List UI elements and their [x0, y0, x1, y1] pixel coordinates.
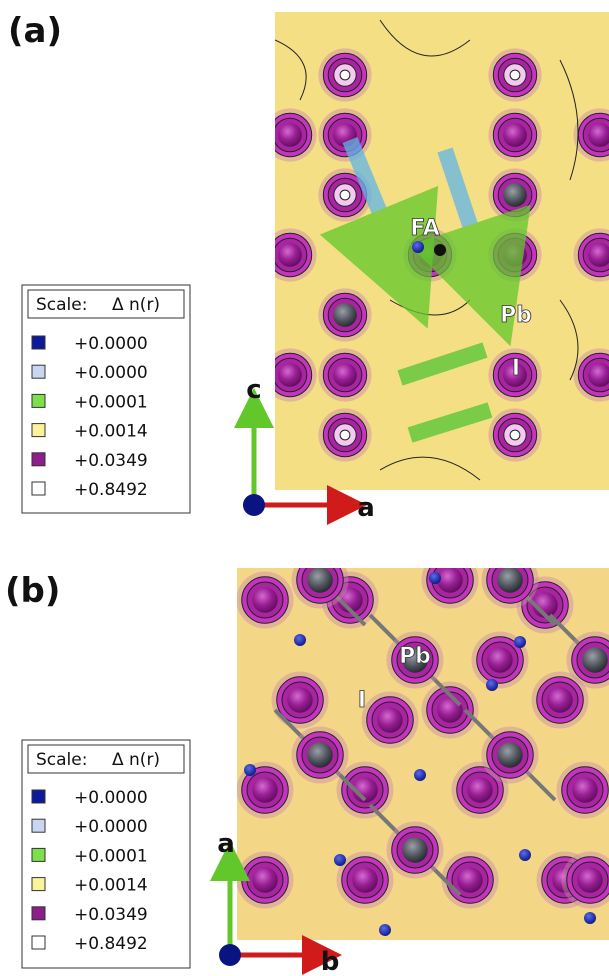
atom	[577, 867, 603, 893]
atom	[457, 867, 483, 893]
atom	[503, 243, 527, 267]
axis-label: a	[217, 829, 235, 859]
legend-swatch	[32, 907, 45, 920]
axis-origin	[219, 944, 241, 966]
molecule	[244, 764, 256, 776]
legend-swatch	[32, 936, 45, 949]
molecule	[519, 849, 531, 861]
legend-value: +0.0000	[74, 334, 148, 354]
legend-quantity: Δ n(r)	[112, 295, 160, 315]
molecule	[412, 241, 424, 253]
legend-value: +0.0349	[74, 905, 148, 925]
contour	[340, 70, 350, 80]
atom	[437, 567, 463, 593]
legend-swatch	[32, 424, 45, 437]
legend-value: +0.0000	[74, 817, 148, 837]
molecule	[294, 634, 306, 646]
atom	[278, 243, 302, 267]
legend-swatch	[32, 790, 45, 803]
axis-label: b	[321, 947, 340, 976]
atom	[333, 303, 357, 327]
atom	[307, 567, 333, 593]
contour	[510, 70, 520, 80]
atom	[252, 587, 278, 613]
atom	[307, 742, 333, 768]
legend-value: +0.0349	[74, 451, 148, 471]
axis-label: c	[246, 375, 261, 405]
density-map	[237, 535, 609, 940]
atom	[503, 123, 527, 147]
legend-title: Scale:	[36, 295, 87, 315]
molecule	[434, 244, 446, 256]
atom-label: I	[512, 356, 520, 381]
molecule	[584, 912, 596, 924]
molecule	[514, 636, 526, 648]
legend-swatch	[32, 365, 45, 378]
molecule	[379, 924, 391, 936]
atom	[497, 567, 523, 593]
atom-label: Pb	[399, 644, 431, 669]
legend-swatch	[32, 336, 45, 349]
atom	[467, 777, 493, 803]
molecule	[429, 572, 441, 584]
figure: (a) Scale: Δ n(r) +0.0000 +0.0000 +0.0001 +0.0…	[0, 0, 609, 976]
density-map	[263, 12, 609, 490]
legend-value: +0.0001	[74, 846, 148, 866]
legend-swatch	[32, 394, 45, 407]
legend-value: +0.0014	[74, 422, 148, 442]
atom	[572, 777, 598, 803]
legend-swatch	[32, 819, 45, 832]
atom	[503, 183, 527, 207]
axis-label: a	[357, 493, 375, 523]
atom	[497, 742, 523, 768]
axis-origin	[243, 494, 265, 516]
atom	[582, 647, 608, 673]
atom	[287, 687, 313, 713]
atom-label: I	[358, 688, 366, 713]
contour	[340, 190, 350, 200]
panel-label: (b)	[5, 571, 60, 611]
legend-value: +0.0014	[74, 876, 148, 896]
legend-swatch	[32, 848, 45, 861]
atom	[252, 777, 278, 803]
atom-label: FA	[410, 216, 440, 241]
legend-value: +0.8492	[74, 934, 148, 954]
legend-swatch	[32, 482, 45, 495]
legend-quantity: Δ n(r)	[112, 750, 160, 770]
atom-label: Pb	[500, 303, 532, 328]
molecule	[414, 769, 426, 781]
legend-value: +0.0000	[74, 363, 148, 383]
legend-value: +0.0001	[74, 392, 148, 412]
atom	[547, 687, 573, 713]
atom	[377, 707, 403, 733]
molecule	[486, 679, 498, 691]
legend-value: +0.0000	[74, 788, 148, 808]
atom	[278, 123, 302, 147]
atom	[487, 647, 513, 673]
atom	[352, 867, 378, 893]
legend-swatch	[32, 878, 45, 891]
contour	[510, 430, 520, 440]
legend-title: Scale:	[36, 750, 87, 770]
legend-value: +0.8492	[74, 480, 148, 500]
atom	[278, 363, 302, 387]
atom	[402, 837, 428, 863]
atom	[437, 697, 463, 723]
panel-label: (a)	[8, 11, 62, 51]
contour	[340, 430, 350, 440]
legend-swatch	[32, 453, 45, 466]
atom	[252, 867, 278, 893]
atom	[333, 363, 357, 387]
molecule	[334, 854, 346, 866]
